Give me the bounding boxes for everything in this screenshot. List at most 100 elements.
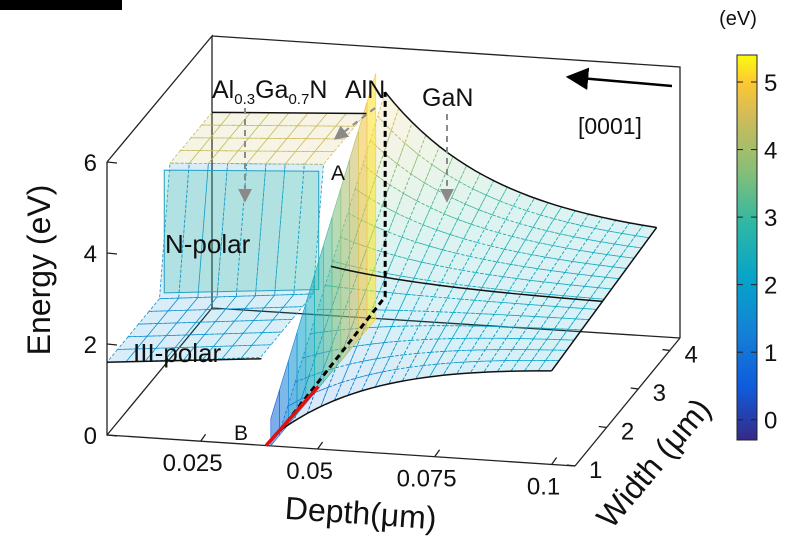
- gan-cell: [499, 186, 522, 207]
- colorbar-tick-label: 4: [764, 138, 777, 165]
- gan-cell: [320, 381, 343, 408]
- y-tick-mark: [598, 425, 607, 429]
- gan-cell: [387, 366, 411, 385]
- algan-al-sub: 0.3: [234, 91, 255, 108]
- gan-cell: [463, 223, 486, 244]
- z-tick-mark: [106, 161, 118, 164]
- y-axis-label: Width (μm): [589, 391, 718, 534]
- z-tick-mark: [106, 434, 118, 437]
- x-tick-mark: [551, 457, 558, 465]
- red-base-segment: [264, 385, 320, 447]
- algan-cell: [293, 163, 324, 295]
- gan-cell: [466, 299, 489, 315]
- colorbar-tick-label: 3: [764, 205, 777, 232]
- algan-cell: [178, 162, 209, 299]
- aln-cell: [331, 188, 342, 373]
- algan-step-wall: [163, 169, 320, 294]
- algan-ga-sub: 0.7: [288, 91, 309, 108]
- gan-cell: [335, 345, 358, 369]
- y-tick-mark: [630, 387, 639, 390]
- y-tick-mark: [566, 464, 576, 467]
- gan-cell: [416, 338, 440, 354]
- algan-cell: [303, 151, 335, 165]
- algan-cell: [159, 162, 190, 300]
- x-tick-label: 0.05: [286, 458, 333, 485]
- gan-cell: [451, 325, 474, 339]
- gan-cell: [454, 269, 477, 287]
- gan-cell: [431, 311, 455, 327]
- gan-cell: [428, 362, 452, 378]
- gan-cell: [467, 272, 491, 288]
- gan-cell: [491, 200, 514, 220]
- gan-cell: [445, 311, 468, 327]
- gan-cell: [327, 363, 351, 388]
- z-tick-label: 0: [84, 423, 97, 450]
- gan-cell: [424, 325, 447, 340]
- gan-cell: [403, 339, 426, 356]
- annotation-gan: GaN: [422, 84, 473, 112]
- z-axis-ticks: 0 2 4 6: [84, 150, 118, 450]
- algan-cell: [274, 163, 305, 296]
- gan-cell: [396, 325, 420, 342]
- aln-barrier: [270, 73, 377, 447]
- gan-cell: [395, 352, 419, 370]
- gan-cell: [409, 351, 432, 368]
- gan-cell: [436, 350, 459, 365]
- z-tick-mark: [106, 343, 118, 346]
- gan-cell: [484, 214, 507, 234]
- gan-cell: [461, 255, 484, 273]
- y-tick-label: 1: [589, 457, 602, 484]
- gan-cell: [443, 337, 467, 352]
- gan-cell: [425, 296, 448, 313]
- colorbar-tick-label: 1: [764, 340, 777, 367]
- surface-edges: [106, 91, 658, 432]
- algan-cell: [271, 306, 304, 321]
- annotation-direction: [0001]: [578, 113, 642, 139]
- annotation-point-b: B: [234, 422, 248, 445]
- gan-cell: [412, 295, 435, 312]
- gan-cell: [404, 310, 427, 327]
- annotation-point-a: A: [331, 162, 345, 185]
- aln-cell: [366, 73, 377, 331]
- aln-cell: [349, 130, 359, 352]
- x-axis-ticks: 0.025 0.05 0.075 0.1: [163, 433, 560, 500]
- aln-pointer-arrow: [333, 107, 376, 140]
- y-tick-label: 3: [653, 380, 666, 407]
- gan-cell: [439, 297, 462, 313]
- z-axis-label: Energy (eV): [21, 185, 57, 356]
- gan-cell: [401, 365, 425, 382]
- x-tick-label: 0.1: [527, 473, 560, 500]
- colorbar-tick-label: 5: [764, 70, 777, 97]
- gan-cell: [481, 274, 504, 290]
- y-tick-mark: [662, 348, 671, 352]
- colorbar-tick-label: 0: [764, 408, 777, 435]
- algan-surface: [106, 111, 367, 363]
- algan-al: Al: [212, 76, 234, 104]
- x-axis-label: Depth(μm): [284, 490, 438, 537]
- algan-cell: [261, 318, 293, 334]
- gan-cell: [452, 298, 476, 314]
- colorbar-tick-label: 2: [764, 273, 777, 300]
- annotation-algan: Al0.3Ga0.7N: [212, 76, 327, 108]
- gan-cell: [333, 377, 357, 402]
- gan-cell: [377, 91, 400, 132]
- x-tick-mark: [434, 449, 441, 458]
- gan-cell: [410, 325, 433, 341]
- aln-cell: [322, 216, 333, 384]
- colorbar-unit: (eV): [719, 8, 757, 30]
- gan-cell: [440, 267, 463, 285]
- gan-cell: [430, 338, 453, 353]
- gan-cell: [408, 200, 432, 226]
- x-tick-mark: [200, 433, 207, 442]
- colorbar-ticks: 5 4 3 2 1 0: [737, 70, 777, 435]
- gan-cell: [415, 363, 438, 380]
- title-redaction-block: [0, 0, 122, 10]
- annotation-iii-polar: III-polar: [133, 338, 221, 368]
- z-tick-label: 2: [84, 332, 97, 359]
- x-tick-label: 0.025: [163, 450, 223, 477]
- gan-cell: [422, 350, 446, 367]
- algan-cell: [240, 344, 272, 359]
- gan-cell: [458, 312, 482, 327]
- x-tick-label: 0.075: [397, 466, 457, 493]
